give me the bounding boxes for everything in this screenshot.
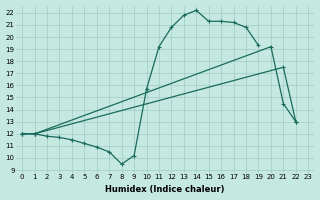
X-axis label: Humidex (Indice chaleur): Humidex (Indice chaleur) [106,185,225,194]
